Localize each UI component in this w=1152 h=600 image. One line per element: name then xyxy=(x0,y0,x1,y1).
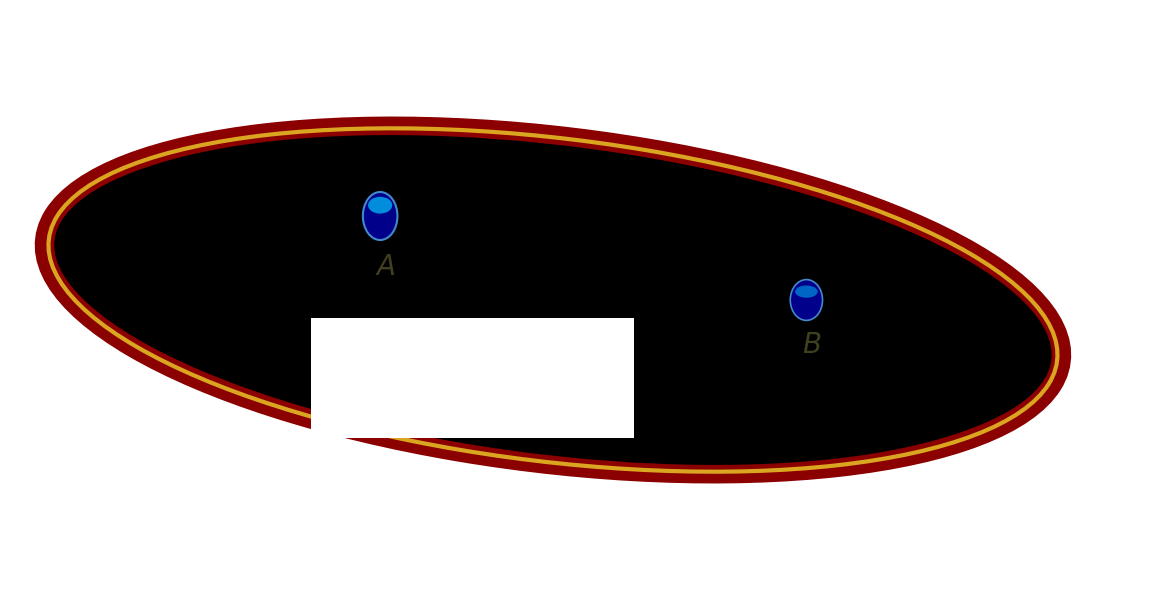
Ellipse shape xyxy=(45,126,1061,474)
Ellipse shape xyxy=(795,286,818,298)
Bar xyxy=(311,318,634,438)
Text: A: A xyxy=(377,253,395,281)
Ellipse shape xyxy=(790,280,823,320)
Text: B: B xyxy=(803,331,821,359)
Ellipse shape xyxy=(369,197,392,214)
Ellipse shape xyxy=(61,135,1045,465)
Ellipse shape xyxy=(363,192,397,240)
